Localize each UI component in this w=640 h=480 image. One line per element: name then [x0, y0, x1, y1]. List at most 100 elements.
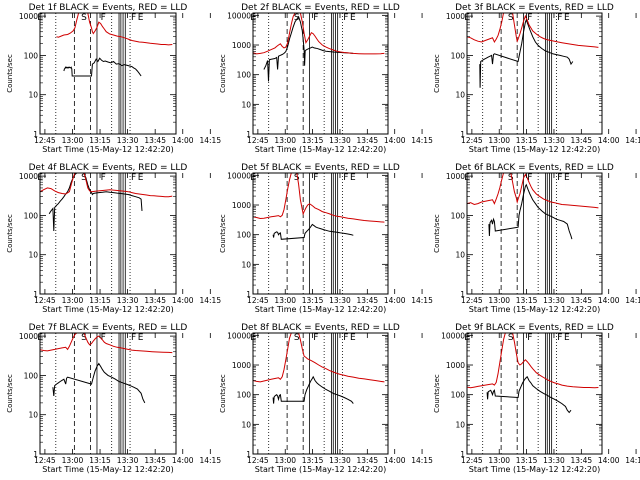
y-axis-label: Counts/sec [6, 54, 14, 93]
y-tick-label: 1000 [446, 361, 465, 370]
y-tick-label: 1000 [446, 172, 465, 181]
y-tick-label: 1 [33, 450, 38, 459]
y-tick-label: 1 [246, 450, 251, 459]
y-tick-label: 1000 [232, 201, 251, 210]
x-tick-label: 13:15 [516, 296, 538, 305]
y-tick-label: 10 [455, 91, 465, 100]
x-tick-label: 14:00 [598, 136, 620, 145]
x-axis-label: Start Time (15-May-12 12:42:20) [469, 145, 600, 154]
y-tick-label: 1000 [232, 41, 251, 50]
interval-marker: F [101, 333, 106, 343]
x-tick-label: 12:45 [34, 136, 56, 145]
interval-marker: F [343, 173, 348, 183]
y-tick-label: 10000 [227, 331, 251, 340]
plot-frame [252, 332, 389, 455]
x-tick-label: 14:15 [411, 456, 433, 465]
x-tick-label: 13:45 [144, 296, 166, 305]
lld-series-line [56, 13, 173, 46]
x-axis-label: Start Time (15-May-12 12:42:20) [42, 305, 173, 314]
y-tick-label: 10000 [227, 11, 251, 20]
interval-marker: F [101, 13, 106, 23]
panel-title: Det 4f BLACK = Events, RED = LLD [29, 163, 188, 173]
x-tick-label: 13:45 [144, 136, 166, 145]
x-axis-label: Start Time (15-May-12 12:42:20) [42, 465, 173, 474]
y-axis-label: Counts/sec [219, 214, 227, 253]
x-tick-label: 13:00 [274, 456, 296, 465]
interval-marker: S [294, 13, 300, 23]
y-tick-label: 100 [24, 211, 39, 220]
x-tick-label: 13:15 [89, 456, 111, 465]
interval-marker: F [131, 333, 136, 343]
interval-marker: E [350, 333, 356, 343]
events-series-line [486, 376, 572, 414]
y-tick-label: 100 [237, 231, 252, 240]
x-tick-label: 13:00 [488, 456, 510, 465]
x-tick-label: 13:45 [571, 456, 593, 465]
x-tick-label: 14:00 [384, 296, 406, 305]
y-tick-label: 100 [451, 391, 466, 400]
x-tick-label: 14:15 [625, 296, 640, 305]
interval-marker: E [564, 333, 570, 343]
events-series-line [263, 15, 354, 82]
interval-marker: E [350, 173, 356, 183]
y-tick-label: 10000 [227, 171, 251, 180]
x-tick-label: 14:15 [625, 456, 640, 465]
x-tick-label: 13:45 [144, 456, 166, 465]
x-tick-label: 13:30 [543, 136, 565, 145]
x-axis-label: Start Time (15-May-12 12:42:20) [469, 305, 600, 314]
x-tick-label: 13:15 [302, 136, 324, 145]
y-tick-label: 10 [241, 420, 251, 429]
x-tick-label: 13:45 [571, 296, 593, 305]
x-tick-label: 13:45 [571, 136, 593, 145]
events-series-line [63, 57, 142, 77]
x-tick-label: 13:15 [516, 136, 538, 145]
y-tick-label: 100 [451, 211, 466, 220]
y-axis-label: Counts/sec [433, 374, 441, 413]
lld-series-line [253, 173, 385, 223]
x-tick-label: 14:15 [411, 296, 433, 305]
events-series-line [272, 223, 354, 240]
y-tick-label: 1 [246, 290, 251, 299]
y-axis-label: Counts/sec [219, 374, 227, 413]
y-tick-label: 10 [28, 91, 38, 100]
y-tick-label: 1 [33, 130, 38, 139]
y-tick-label: 10 [28, 251, 38, 260]
interval-marker: F [527, 13, 532, 23]
x-tick-label: 13:00 [488, 136, 510, 145]
x-tick-label: 13:00 [274, 296, 296, 305]
panel-title: Det 2f BLACK = Events, RED = LLD [241, 3, 400, 13]
y-axis-label: Counts/sec [219, 54, 227, 93]
y-axis-label: Counts/sec [433, 214, 441, 253]
x-tick-label: 13:30 [329, 296, 351, 305]
panel-title: Det 6f BLACK = Events, RED = LLD [455, 163, 614, 173]
x-tick-label: 13:00 [488, 296, 510, 305]
plot-frame [252, 12, 389, 135]
x-tick-label: 13:15 [89, 136, 111, 145]
y-tick-label: 1 [460, 450, 465, 459]
x-tick-label: 13:00 [62, 296, 84, 305]
x-tick-label: 13:00 [62, 136, 84, 145]
y-tick-label: 100 [237, 391, 252, 400]
x-tick-label: 14:15 [411, 136, 433, 145]
interval-marker: F [101, 173, 106, 183]
x-tick-label: 14:15 [199, 136, 221, 145]
x-tick-label: 13:30 [543, 456, 565, 465]
plot-frame [466, 332, 603, 455]
x-tick-label: 14:15 [199, 456, 221, 465]
y-tick-label: 1 [460, 130, 465, 139]
x-tick-label: 12:45 [461, 456, 483, 465]
interval-marker: S [508, 333, 514, 343]
y-tick-label: 1000 [19, 172, 38, 181]
lld-series-line [253, 333, 385, 383]
x-tick-label: 13:30 [117, 456, 139, 465]
x-tick-label: 14:00 [172, 296, 194, 305]
y-tick-label: 1000 [19, 332, 38, 341]
x-axis-label: Start Time (15-May-12 12:42:20) [469, 465, 600, 474]
interval-marker: F [343, 13, 348, 23]
interval-marker: S [294, 333, 300, 343]
y-tick-label: 1000 [232, 361, 251, 370]
